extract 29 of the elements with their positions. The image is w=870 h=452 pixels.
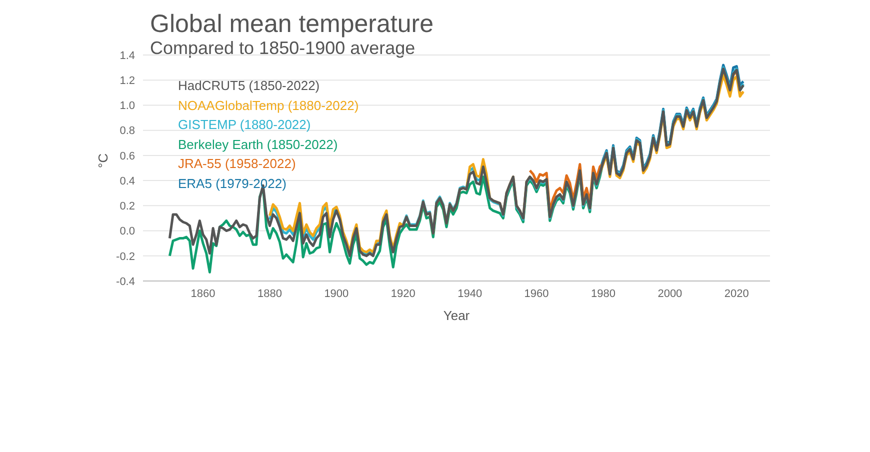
- y-tick-label: 0.2: [120, 200, 135, 213]
- text: NOAAGlobalTemp (1880-2022): [178, 96, 360, 115]
- y-tick-label: 1.4: [120, 50, 135, 62]
- y-tick-label: 0.4: [120, 175, 135, 188]
- text: HadCRUT5 (1850-2022): [178, 77, 321, 95]
- x-axis-title: Year: [443, 308, 470, 323]
- y-tick-label: 0.8: [120, 125, 135, 138]
- y-tick-label: -0.4: [116, 276, 135, 288]
- text: Berkeley Earth (1850-2022): [178, 136, 339, 154]
- text: ERA5 (1979-2022): [178, 174, 288, 193]
- y-tick-label: 1.0: [120, 100, 135, 112]
- text: JRA-55 (1958-2022): [178, 155, 297, 173]
- x-tick-label: 1860: [190, 288, 216, 300]
- chart-subtitle: Compared to 1850-1900 average: [150, 38, 416, 59]
- y-tick-label: -0.2: [116, 250, 135, 263]
- x-tick-label: 2020: [724, 288, 749, 300]
- x-tick-label: 2000: [658, 288, 682, 300]
- y-tick-label: 0.0: [120, 226, 135, 238]
- x-tick-label: 1940: [458, 288, 482, 300]
- x-tick-label: 1900: [324, 288, 349, 300]
- chart-title: Global mean temperature: [150, 10, 434, 39]
- y-tick-label: 0.6: [120, 150, 135, 162]
- x-tick-label: 1980: [591, 288, 616, 300]
- x-tick-label: 1920: [390, 288, 416, 300]
- x-tick-label: 1960: [524, 288, 549, 300]
- y-tick-label: 1.2: [120, 75, 135, 88]
- text: GISTEMP (1880-2022): [178, 116, 312, 134]
- x-tick-label: 1880: [257, 288, 282, 300]
- y-axis-title: °C: [96, 153, 111, 168]
